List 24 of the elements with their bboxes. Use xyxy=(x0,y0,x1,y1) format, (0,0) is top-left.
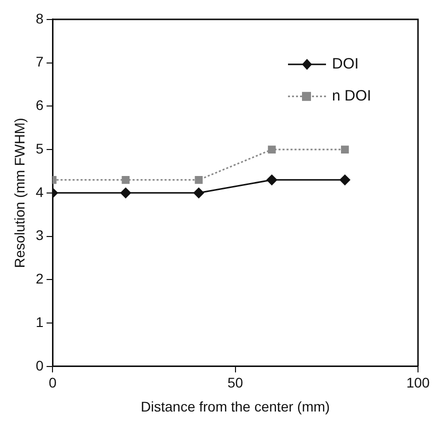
y-tick-label: 7 xyxy=(36,54,44,70)
point xyxy=(340,174,350,186)
y-axis-title: Resolution (mm FWHM) xyxy=(11,118,28,268)
y-tick-label: 4 xyxy=(36,184,44,200)
y-tick-label: 5 xyxy=(36,140,44,156)
y-tick-label: 8 xyxy=(36,10,44,26)
x-tick-label: 100 xyxy=(406,374,430,391)
legend-label: DOI xyxy=(332,56,359,73)
point xyxy=(194,176,203,184)
point xyxy=(266,174,278,186)
point xyxy=(340,146,349,154)
x-axis-title: Distance from the center (mm) xyxy=(140,398,330,414)
x-tick-label: 50 xyxy=(228,374,244,391)
y-tick-label: 1 xyxy=(36,314,44,330)
y-tick-label: 0 xyxy=(36,357,44,374)
point xyxy=(268,146,276,154)
point xyxy=(194,188,204,198)
point xyxy=(120,188,131,198)
legend-label: n DOI xyxy=(332,88,372,105)
x-tick-label: 0 xyxy=(48,374,57,391)
y-tick-label: 6 xyxy=(36,97,44,114)
y-tick-label: 2 xyxy=(36,270,44,287)
y-tick-label: 3 xyxy=(36,227,44,244)
point xyxy=(122,176,130,184)
